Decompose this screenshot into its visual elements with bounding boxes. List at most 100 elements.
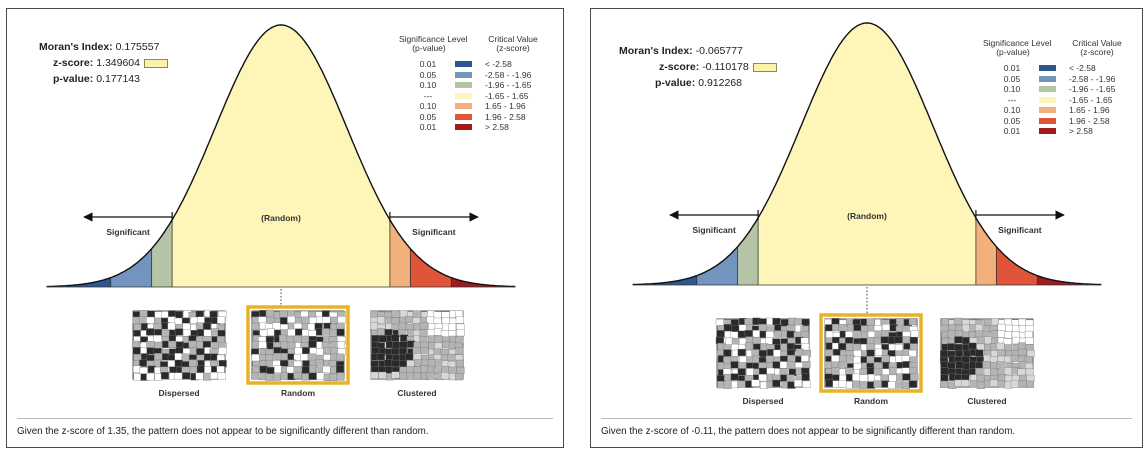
legend-p-value: 0.10: [1003, 105, 1021, 115]
legend: Significance Level (p-value) Critical Valu…: [399, 35, 561, 145]
significant-label-left: Significant: [106, 227, 150, 237]
z-score-swatch: [143, 58, 168, 68]
map-label-random: Random: [854, 396, 888, 406]
p-value-value: 0.912268: [698, 77, 742, 89]
legend-z-range: -1.65 - 1.65: [1069, 94, 1113, 105]
legend-row: 0.01 < -2.58: [411, 59, 557, 69]
legend-z-range: 1.96 - 2.58: [1069, 115, 1110, 126]
legend-significance-header: Significance Level (p-value): [983, 39, 1052, 57]
map-dispersed: [715, 317, 811, 389]
map-label-clustered: Clustered: [967, 396, 1006, 406]
selected-pattern-highlight: [819, 313, 923, 393]
stats-block: Moran's Index: 0.175557 z-score: 1.34960…: [39, 39, 168, 87]
legend-row: 0.05 -2.58 - -1.96: [411, 70, 557, 80]
result-caption: Given the z-score of 1.35, the pattern d…: [17, 418, 553, 439]
normal-curve: [632, 22, 1102, 286]
legend: Significance Level (p-value) Critical Valu…: [983, 39, 1141, 149]
morans-index-value: 0.175557: [115, 41, 160, 53]
region-random: [172, 25, 390, 287]
significant-label-left: Significant: [692, 225, 736, 235]
legend-p-value: 0.10: [1003, 84, 1021, 94]
region-random: [758, 23, 976, 285]
region-neg-010: [737, 217, 759, 285]
legend-z-range: 1.96 - 2.58: [485, 111, 526, 122]
p-value-label: p-value:: [655, 77, 696, 89]
selected-pattern-highlight: [246, 305, 350, 385]
morans-index-label: Moran's Index:: [619, 45, 693, 57]
legend-z-range: 1.65 - 1.96: [1069, 105, 1110, 115]
legend-p-value: 0.10: [419, 101, 437, 111]
region-neg-010: [151, 219, 173, 287]
legend-critical-header: Critical Value (z-score): [481, 35, 545, 53]
legend-header-line: Significance Level: [399, 34, 468, 44]
legend-z-range: < -2.58: [1069, 63, 1096, 73]
legend-p-value: 0.05: [419, 111, 437, 122]
legend-row: 0.10 1.65 - 1.96: [995, 105, 1141, 115]
distribution-diagram: (Random) Significant Significant Dispersed R…: [632, 22, 1102, 406]
map-label-clustered: Clustered: [397, 388, 436, 398]
legend-row: 0.01 > 2.58: [411, 122, 557, 132]
map-clustered: [939, 317, 1035, 389]
legend-p-value: 0.05: [1003, 115, 1021, 126]
legend-critical-header: Critical Value (z-score): [1065, 39, 1129, 57]
legend-z-range: 1.65 - 1.96: [485, 101, 526, 111]
legend-z-range: -1.96 - -1.65: [1069, 84, 1116, 94]
legend-row: 0.05 1.96 - 2.58: [995, 116, 1141, 126]
legend-p-value: 0.05: [1003, 73, 1021, 84]
p-value-value: 0.177143: [96, 73, 140, 85]
map-dispersed: [131, 309, 227, 381]
region-pos-001: [451, 277, 496, 287]
legend-p-value: 0.05: [419, 69, 437, 80]
legend-header-line: (z-score): [496, 43, 530, 53]
legend-row: --- -1.65 - 1.65: [411, 91, 557, 101]
z-score-label: z-score:: [53, 57, 94, 69]
random-label: (Random): [847, 211, 887, 221]
legend-swatch: [1039, 86, 1056, 92]
legend-row: 0.10 -1.96 - -1.65: [995, 84, 1141, 94]
legend-z-range: -2.58 - -1.96: [1069, 73, 1116, 84]
legend-significance-header: Significance Level (p-value): [399, 34, 468, 53]
legend-header-line: (p-value): [412, 43, 446, 53]
z-score-label: z-score:: [659, 61, 700, 73]
legend-p-value: ---: [1007, 94, 1017, 105]
map-label-dispersed: Dispersed: [158, 388, 199, 398]
legend-row: 0.05 1.96 - 2.58: [411, 112, 557, 122]
legend-p-value: 0.10: [419, 80, 437, 90]
significant-label-right: Significant: [412, 227, 456, 237]
legend-z-range: > 2.58: [1069, 126, 1093, 136]
legend-p-value: ---: [423, 90, 433, 101]
legend-z-range: -1.65 - 1.65: [485, 90, 529, 101]
legend-header-line: (p-value): [996, 47, 1030, 57]
legend-header-line: Critical Value: [1072, 38, 1122, 48]
legend-row: 0.01 < -2.58: [995, 63, 1141, 73]
legend-row: 0.10 -1.96 - -1.65: [411, 80, 557, 90]
region-pos-010: [389, 219, 411, 287]
region-neg-001: [66, 277, 111, 287]
p-value-label: p-value:: [53, 73, 94, 85]
stats-block: Moran's Index: -0.065777 z-score: -0.110…: [619, 43, 777, 91]
morans-index-label: Moran's Index:: [39, 41, 113, 53]
normal-curve: [46, 24, 516, 288]
legend-z-range: < -2.58: [485, 59, 512, 69]
legend-row: --- -1.65 - 1.65: [995, 95, 1141, 105]
legend-row: 0.05 -2.58 - -1.96: [995, 74, 1141, 84]
legend-row: 0.01 > 2.58: [995, 126, 1141, 136]
z-score-swatch: [752, 62, 777, 72]
random-label: (Random): [261, 213, 301, 223]
legend-swatch: [455, 124, 472, 130]
legend-swatch: [1039, 117, 1056, 124]
legend-z-range: > 2.58: [485, 122, 509, 132]
legend-p-value: 0.01: [1003, 63, 1021, 73]
legend-p-value: 0.01: [419, 122, 437, 132]
legend-swatch: [455, 103, 472, 109]
legend-swatch: [1039, 107, 1056, 113]
legend-swatch: [455, 92, 472, 99]
legend-row: 0.10 1.65 - 1.96: [411, 101, 557, 111]
region-pos-010: [975, 217, 997, 285]
region-neg-001: [652, 275, 697, 285]
legend-z-range: -2.58 - -1.96: [485, 69, 532, 80]
legend-swatch: [455, 82, 472, 88]
result-caption: Given the z-score of -0.11, the pattern …: [601, 418, 1132, 439]
legend-header-line: Critical Value: [488, 34, 538, 44]
map-clustered: [370, 310, 465, 381]
